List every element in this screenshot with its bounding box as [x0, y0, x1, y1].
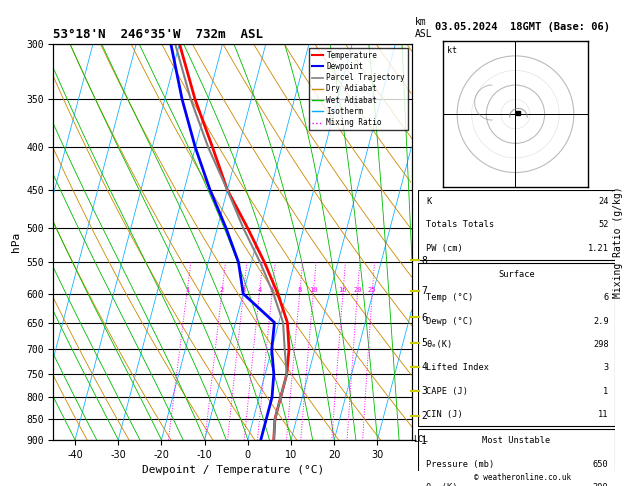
Text: 25: 25 [368, 287, 377, 293]
Text: 20: 20 [353, 287, 362, 293]
Text: 53°18'N  246°35'W  732m  ASL: 53°18'N 246°35'W 732m ASL [53, 28, 264, 41]
Text: 3: 3 [242, 287, 245, 293]
Text: Dewp (°C): Dewp (°C) [426, 316, 474, 326]
Text: 298: 298 [593, 340, 609, 349]
Text: Mixing Ratio (g/kg): Mixing Ratio (g/kg) [613, 186, 623, 297]
Text: Surface: Surface [498, 270, 535, 279]
Text: 6: 6 [603, 293, 609, 302]
Text: 24: 24 [598, 197, 609, 206]
Text: 8: 8 [298, 287, 302, 293]
Text: 3: 3 [603, 364, 609, 372]
Text: Totals Totals: Totals Totals [426, 220, 494, 229]
Text: 2: 2 [220, 287, 224, 293]
Text: K: K [426, 197, 431, 206]
Y-axis label: hPa: hPa [11, 232, 21, 252]
Text: 11: 11 [598, 410, 609, 419]
Text: 10: 10 [309, 287, 318, 293]
Text: 300: 300 [593, 483, 609, 486]
Text: 1.21: 1.21 [587, 243, 609, 253]
Text: 52: 52 [598, 220, 609, 229]
Text: LCL: LCL [413, 435, 428, 444]
Text: Lifted Index: Lifted Index [426, 364, 489, 372]
Text: 16: 16 [338, 287, 347, 293]
Text: PW (cm): PW (cm) [426, 243, 463, 253]
Text: Pressure (mb): Pressure (mb) [426, 460, 494, 469]
Text: Temp (°C): Temp (°C) [426, 293, 474, 302]
Text: θₑ (K): θₑ (K) [426, 483, 458, 486]
Text: CIN (J): CIN (J) [426, 410, 463, 419]
Text: kt: kt [447, 46, 457, 55]
Text: CAPE (J): CAPE (J) [426, 387, 468, 396]
Text: © weatheronline.co.uk: © weatheronline.co.uk [474, 473, 571, 482]
Text: 4: 4 [257, 287, 262, 293]
Text: 03.05.2024  18GMT (Base: 06): 03.05.2024 18GMT (Base: 06) [435, 22, 610, 32]
Text: km
ASL: km ASL [415, 17, 433, 39]
Text: Most Unstable: Most Unstable [482, 436, 550, 445]
X-axis label: Dewpoint / Temperature (°C): Dewpoint / Temperature (°C) [142, 465, 324, 475]
Text: 1: 1 [603, 387, 609, 396]
Legend: Temperature, Dewpoint, Parcel Trajectory, Dry Adiabat, Wet Adiabat, Isotherm, Mi: Temperature, Dewpoint, Parcel Trajectory… [309, 48, 408, 130]
Text: 5: 5 [270, 287, 274, 293]
Text: 1: 1 [185, 287, 189, 293]
Text: 650: 650 [593, 460, 609, 469]
Text: θₑ(K): θₑ(K) [426, 340, 452, 349]
Text: 2.9: 2.9 [593, 316, 609, 326]
